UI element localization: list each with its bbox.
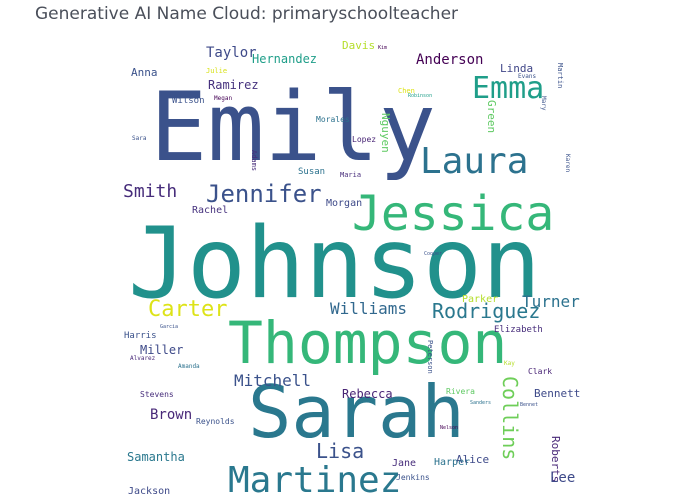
word: Lisa xyxy=(316,439,365,463)
word: Lee xyxy=(550,470,576,486)
word: Jane xyxy=(392,458,417,469)
word: Mitchell xyxy=(234,371,312,390)
word: Anna xyxy=(131,66,158,79)
word: Alvarez xyxy=(130,355,156,362)
word: Rodriguez xyxy=(432,299,541,323)
word: Smith xyxy=(123,181,178,202)
word: Davis xyxy=(342,39,376,52)
word: Martinez xyxy=(228,460,402,501)
word: Miller xyxy=(140,343,184,357)
word: Clark xyxy=(528,367,553,376)
word: Turner xyxy=(522,292,580,311)
word-cloud: Johnson Emily Sarah Thompson Jessica Mar… xyxy=(120,38,580,500)
word: Bennett xyxy=(534,387,581,400)
word: Martin xyxy=(556,63,564,89)
word: Williams xyxy=(330,299,408,318)
word: Jennifer xyxy=(206,180,322,208)
word: Morales xyxy=(316,115,350,124)
chart-title: Generative AI Name Cloud: primaryschoolt… xyxy=(35,4,459,24)
word: Chen xyxy=(398,87,415,95)
word: Rachel xyxy=(192,205,229,216)
word: Karen xyxy=(564,154,571,173)
word: Thompson xyxy=(228,309,508,377)
word: Rebecca xyxy=(342,387,393,401)
word: Roberts xyxy=(549,436,562,483)
word: Hernandez xyxy=(252,52,318,66)
word: Sarah xyxy=(248,370,465,454)
word: Evans xyxy=(518,73,537,80)
word: Robinson xyxy=(408,93,433,99)
word: Julie xyxy=(206,67,228,75)
word: Alice xyxy=(456,453,490,466)
word: Jackson xyxy=(128,486,171,497)
word: Nguyen xyxy=(379,113,392,153)
word: Lopez xyxy=(352,135,377,144)
word: Reynolds xyxy=(196,417,235,426)
word: Wilson xyxy=(172,96,205,106)
word: Linda xyxy=(500,62,534,75)
word: Jessica xyxy=(352,186,555,242)
word: Stevens xyxy=(140,390,174,399)
word: Carter xyxy=(148,297,228,322)
word: Johnson xyxy=(128,207,542,321)
word: Kim xyxy=(378,45,388,51)
word: Laura xyxy=(420,141,529,182)
word: Sanders xyxy=(470,400,492,406)
word: Parker xyxy=(462,294,499,305)
word: Adams xyxy=(250,150,258,172)
word: Anderson xyxy=(416,52,484,68)
word: Ramirez xyxy=(208,78,259,92)
word: Harris xyxy=(124,331,157,341)
word: Brown xyxy=(150,407,193,423)
word: Emily xyxy=(150,73,436,183)
word: Maria xyxy=(340,171,362,179)
word: Nelson xyxy=(440,425,459,431)
word: Amanda xyxy=(178,363,200,370)
word: Garcia xyxy=(160,324,179,330)
word: Susan xyxy=(298,167,326,177)
word: Emma xyxy=(472,71,545,106)
word: Samantha xyxy=(127,450,185,464)
word: Morgan xyxy=(326,198,363,209)
word: Taylor xyxy=(206,45,257,61)
word: Peterson xyxy=(426,340,434,374)
word: Harper xyxy=(434,457,471,468)
word: Rivera xyxy=(446,387,475,396)
word: Sara xyxy=(132,135,147,142)
word: Collins xyxy=(498,376,522,461)
word: Bennet xyxy=(520,402,539,408)
word: Green xyxy=(485,100,498,134)
word: Jenkins xyxy=(396,473,430,482)
word: Elizabeth xyxy=(494,325,543,335)
word: Mary xyxy=(540,96,547,111)
word: Cooper xyxy=(424,251,443,257)
word: Kay xyxy=(504,360,515,367)
word: Megan xyxy=(214,95,233,102)
